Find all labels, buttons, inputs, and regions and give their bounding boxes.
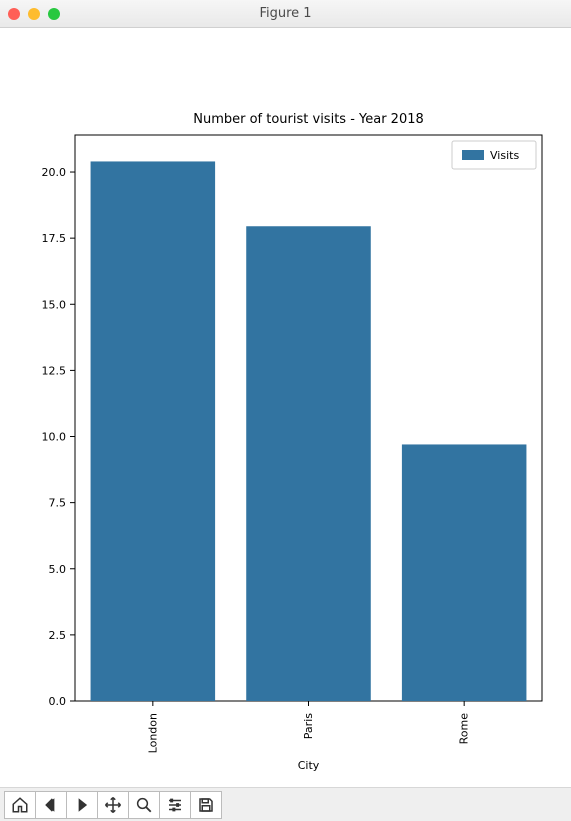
figure-canvas: 0.0 2.5 5.0 7.5 10.0 12.5 15.0 17.5 20.0 London Pa… bbox=[0, 28, 571, 787]
pan-button[interactable] bbox=[97, 791, 129, 819]
window-controls bbox=[8, 8, 60, 20]
save-icon bbox=[197, 796, 215, 814]
back-button[interactable] bbox=[35, 791, 67, 819]
x-tick-label: Paris bbox=[302, 713, 315, 739]
y-tick-label: 0.0 bbox=[49, 695, 67, 708]
legend-swatch bbox=[462, 150, 484, 160]
window-title: Figure 1 bbox=[259, 6, 311, 21]
legend-label: Visits bbox=[490, 149, 519, 162]
zoom-icon bbox=[135, 796, 153, 814]
bar bbox=[402, 444, 527, 701]
y-tick-label: 12.5 bbox=[42, 364, 67, 377]
chart-title: Number of tourist visits - Year 2018 bbox=[193, 112, 424, 127]
x-tick-label: London bbox=[146, 713, 159, 753]
zoom-button[interactable] bbox=[128, 791, 160, 819]
configure-button[interactable] bbox=[159, 791, 191, 819]
y-tick-label: 2.5 bbox=[49, 629, 67, 642]
x-tick-label: Rome bbox=[458, 713, 471, 745]
y-tick-label: 10.0 bbox=[42, 431, 67, 444]
home-button[interactable] bbox=[4, 791, 36, 819]
home-icon bbox=[11, 796, 29, 814]
arrow-right-icon bbox=[73, 796, 91, 814]
sliders-icon bbox=[166, 796, 184, 814]
bar bbox=[91, 161, 216, 701]
minimize-window-button[interactable] bbox=[28, 8, 40, 20]
y-tick-label: 5.0 bbox=[49, 563, 67, 576]
y-tick-label: 7.5 bbox=[49, 497, 67, 510]
move-icon bbox=[104, 796, 122, 814]
x-axis-label: City bbox=[298, 759, 320, 772]
matplotlib-toolbar bbox=[0, 787, 571, 821]
forward-button[interactable] bbox=[66, 791, 98, 819]
maximize-window-button[interactable] bbox=[48, 8, 60, 20]
y-tick-label: 15.0 bbox=[42, 298, 67, 311]
y-tick-label: 20.0 bbox=[42, 166, 67, 179]
bar-chart: 0.0 2.5 5.0 7.5 10.0 12.5 15.0 17.5 20.0 London Pa… bbox=[0, 28, 571, 787]
arrow-left-icon bbox=[42, 796, 60, 814]
y-tick-label: 17.5 bbox=[42, 232, 67, 245]
close-window-button[interactable] bbox=[8, 8, 20, 20]
bar bbox=[246, 226, 371, 701]
save-button[interactable] bbox=[190, 791, 222, 819]
window-titlebar: Figure 1 bbox=[0, 0, 571, 28]
